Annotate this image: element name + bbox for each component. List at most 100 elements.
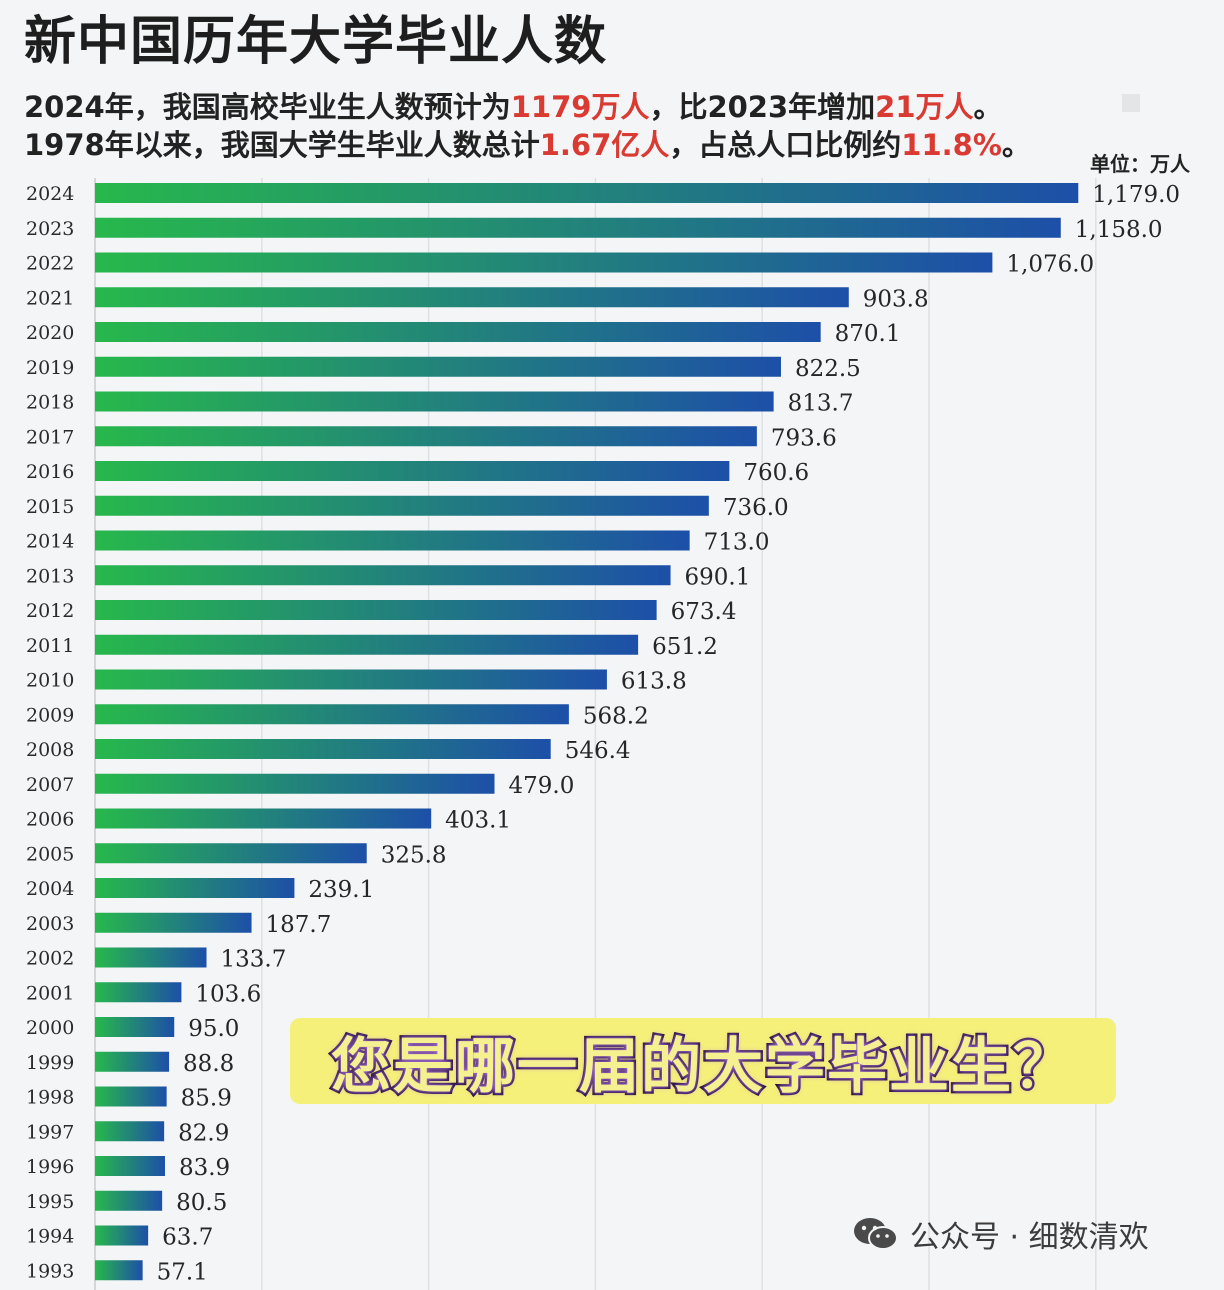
bar-1993 (95, 1260, 143, 1281)
value-label: 1,179.0 (1092, 182, 1180, 208)
bar-2011 (95, 634, 639, 655)
category-label: 2017 (26, 426, 74, 448)
value-label: 82.9 (178, 1120, 229, 1146)
category-label: 2003 (26, 913, 74, 935)
subtitle-line-1-segment-highlight: 21万人 (875, 90, 974, 124)
gridlines (94, 178, 1097, 1290)
subtitle-line-1-segment: ，比2023年增加 (649, 90, 876, 124)
value-label: 546.4 (565, 738, 631, 764)
bars: 2024 1,179.0 2023 1,158.0 2022 1,076.0 2021 903… (26, 182, 1180, 1285)
category-label: 2022 (26, 253, 74, 275)
bar-1994 (95, 1225, 149, 1246)
value-label: 479.0 (508, 773, 574, 799)
value-label: 63.7 (162, 1225, 213, 1251)
chart-title: 新中国历年大学毕业人数 (24, 12, 608, 72)
watermark: 公众号 · 细数清欢 (852, 1212, 1149, 1256)
subtitle-line-2-segment: 。 (1001, 128, 1031, 162)
value-label: 760.6 (743, 460, 809, 486)
value-label: 95.0 (188, 1016, 239, 1042)
category-label: 2009 (26, 704, 74, 726)
value-label: 239.1 (308, 877, 374, 903)
callout-banner: 您是哪一届的大学毕业生？ (290, 1018, 1116, 1104)
value-label: 870.1 (835, 321, 901, 347)
unit-label: 单位：万人 (1090, 152, 1190, 176)
value-label: 83.9 (179, 1155, 230, 1181)
subtitle-line-1-segment: 。 (973, 90, 1003, 124)
value-label: 88.8 (183, 1051, 234, 1077)
bar-2003 (95, 912, 252, 933)
subtitle-line-1-segment-highlight: 1179万人 (510, 90, 650, 124)
category-label: 2001 (26, 982, 74, 1004)
value-label: 736.0 (723, 495, 789, 521)
category-label: 2024 (26, 183, 74, 205)
category-label: 1993 (26, 1260, 74, 1282)
bar-2004 (95, 878, 295, 898)
category-label: 2018 (26, 392, 74, 414)
category-label: 2021 (26, 287, 74, 309)
bar-2005 (95, 843, 367, 864)
value-label: 1,076.0 (1006, 252, 1094, 278)
wechat-icon (854, 1218, 898, 1250)
value-label: 568.2 (583, 703, 649, 729)
bar-2022 (95, 252, 993, 273)
category-label: 2013 (26, 565, 74, 587)
bar-2000 (95, 1017, 175, 1037)
category-label: 2011 (26, 635, 74, 657)
subtitle-line-2: 1978年以来，我国大学生毕业人数总计1.67亿人，占总人口比例约11.8%。 (24, 122, 1031, 164)
value-label: 651.2 (652, 634, 718, 660)
value-label: 103.6 (195, 981, 261, 1007)
category-label: 2000 (26, 1017, 74, 1039)
subtitle-line-1-segment: 2024年，我国高校毕业生人数预计为 (24, 90, 511, 124)
bar-2019 (95, 356, 781, 377)
value-label: 793.6 (771, 425, 837, 451)
bar-2007 (95, 773, 495, 794)
value-label: 1,158.0 (1075, 217, 1163, 243)
value-label: 325.8 (381, 842, 447, 868)
value-label: 713.0 (704, 530, 770, 556)
category-label: 1999 (26, 1052, 74, 1074)
category-label: 2015 (26, 496, 74, 518)
value-label: 613.8 (621, 669, 687, 695)
category-label: 2023 (26, 218, 74, 240)
value-label: 673.4 (671, 599, 737, 625)
category-label: 1994 (26, 1226, 74, 1248)
subtitle-line-2-segment: 1978年以来，我国大学生毕业人数总计 (24, 128, 540, 162)
value-label: 903.8 (863, 286, 929, 312)
category-label: 2012 (26, 600, 74, 622)
bar-2020 (95, 322, 821, 342)
bar-2023 (95, 217, 1061, 238)
bar-2017 (95, 426, 757, 447)
bar-2014 (95, 530, 690, 551)
value-label: 80.5 (176, 1190, 227, 1216)
bar-2006 (95, 808, 432, 829)
subtitle-line-2-segment: ，占总人口比例约 (669, 128, 902, 162)
watermark-text: 公众号 · 细数清欢 (910, 1220, 1149, 1255)
value-label: 133.7 (221, 947, 287, 973)
category-label: 2010 (26, 670, 74, 692)
bar-2001 (95, 982, 182, 1003)
category-label: 1998 (26, 1087, 74, 1109)
decorative-square (1122, 94, 1140, 112)
bar-2002 (95, 947, 207, 968)
value-label: 85.9 (181, 1086, 232, 1112)
value-label: 403.1 (445, 808, 511, 834)
value-label: 813.7 (788, 391, 854, 417)
bar-1999 (95, 1051, 170, 1072)
callout-text: 您是哪一届的大学毕业生？ (329, 1029, 1076, 1104)
category-label: 2016 (26, 461, 74, 483)
bar-1997 (95, 1121, 165, 1142)
bar-2021 (95, 287, 849, 308)
category-label: 2019 (26, 357, 74, 379)
bar-2018 (95, 391, 774, 412)
category-label: 2007 (26, 774, 74, 796)
category-label: 2006 (26, 809, 74, 831)
category-label: 1996 (26, 1156, 74, 1178)
bar-1998 (95, 1086, 167, 1107)
bar-2013 (95, 565, 671, 586)
value-label: 690.1 (685, 564, 751, 590)
subtitle-line-2-segment-highlight: 1.67亿人 (539, 128, 670, 162)
category-label: 2008 (26, 739, 74, 761)
category-label: 1995 (26, 1191, 74, 1213)
bar-2024 (95, 183, 1079, 203)
